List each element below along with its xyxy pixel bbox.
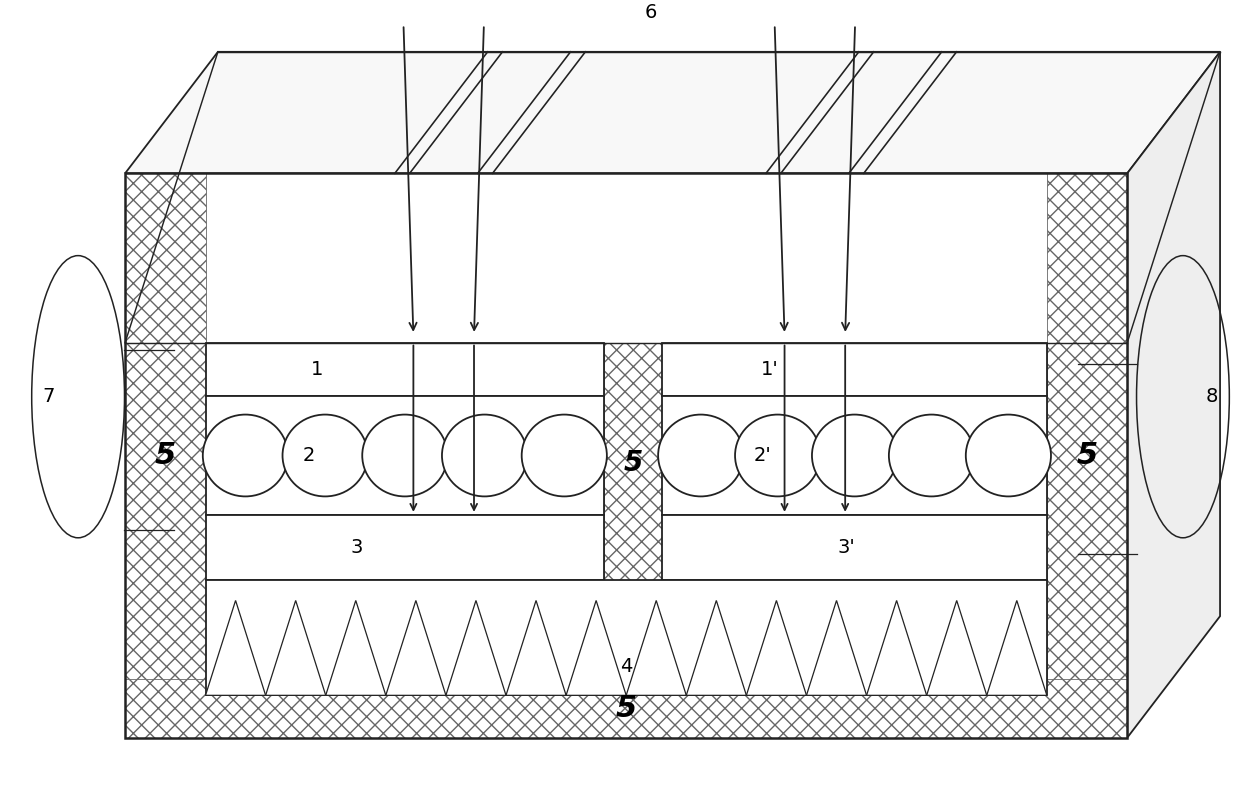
Polygon shape [506,600,567,695]
Polygon shape [567,600,626,695]
Text: 5: 5 [624,450,642,477]
Bar [125,173,206,738]
Polygon shape [206,600,265,695]
Polygon shape [1127,52,1220,738]
Text: 5: 5 [155,441,176,470]
Text: 5: 5 [1076,441,1097,470]
Ellipse shape [889,415,975,496]
Text: 4: 4 [620,657,632,676]
Polygon shape [987,600,1047,695]
Polygon shape [686,600,746,695]
Polygon shape [446,600,506,695]
Polygon shape [926,600,987,695]
Bar [1047,173,1127,738]
Text: 5: 5 [615,694,637,723]
Polygon shape [626,600,686,695]
Text: 1': 1' [761,360,779,379]
Ellipse shape [812,415,898,496]
Text: 7: 7 [42,387,55,406]
Text: 2': 2' [754,446,771,465]
Ellipse shape [658,415,743,496]
Ellipse shape [441,415,527,496]
Bar [125,679,1127,738]
Ellipse shape [362,415,448,496]
Ellipse shape [966,415,1052,496]
Ellipse shape [735,415,820,496]
Bar [206,580,1047,695]
Ellipse shape [203,415,288,496]
Polygon shape [867,600,926,695]
Polygon shape [746,600,806,695]
Text: 1: 1 [311,360,324,379]
Polygon shape [125,52,1220,173]
Bar [125,173,1127,738]
Polygon shape [806,600,867,695]
Bar [604,343,662,695]
Ellipse shape [283,415,368,496]
Bar [662,343,1047,397]
Bar [125,173,1127,738]
Text: 3: 3 [351,538,363,557]
Polygon shape [326,600,386,695]
Bar [206,397,604,515]
Polygon shape [265,600,326,695]
Bar [662,515,1047,580]
Text: 2: 2 [303,446,315,465]
Text: 8: 8 [1205,387,1218,406]
Text: 6: 6 [645,3,657,22]
Polygon shape [386,600,446,695]
Bar [206,343,604,397]
Bar [206,515,604,580]
Bar [662,397,1047,515]
Text: 3': 3' [838,538,856,557]
Ellipse shape [522,415,606,496]
